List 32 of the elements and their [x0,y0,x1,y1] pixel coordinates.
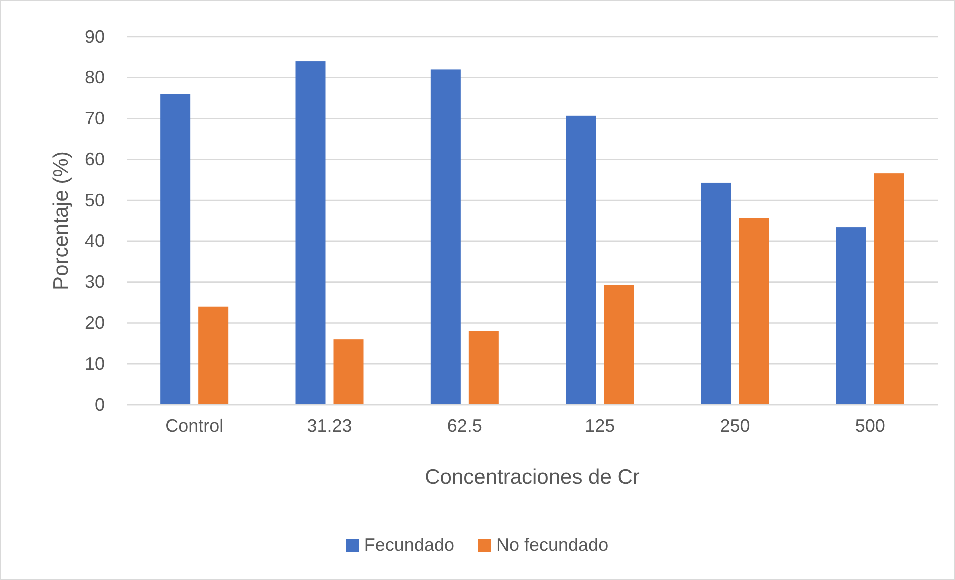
x-tick-label: 125 [585,416,616,436]
x-tick-label: 500 [855,416,886,436]
bar [874,174,904,405]
x-tick-label: 62.5 [447,416,482,436]
y-tick-label: 0 [94,394,105,415]
bar [739,218,770,405]
y-tick-label: 80 [84,68,105,88]
bar [198,306,229,405]
y-tick-label: 70 [84,108,105,129]
x-tick-label: 31.23 [307,416,352,436]
y-tick-label: 60 [84,149,105,170]
bar [160,94,191,405]
bar [836,228,866,405]
x-tick-label: 250 [720,416,750,436]
bar [334,340,364,405]
bar [604,285,634,405]
y-tick-label: 30 [84,272,105,292]
bar [566,116,596,405]
y-tick-label: 50 [84,190,105,210]
y-tick-label: 90 [84,26,105,47]
legend-label: No fecundado [496,535,609,555]
bar [430,70,461,405]
legend-label: Fecundado [364,535,454,555]
y-tick-label: 20 [84,312,105,333]
x-axis-title: Concentraciones de Cr [425,466,640,489]
y-axis-title: Porcentaje (%) [50,152,73,290]
y-tick-label: 40 [84,231,105,252]
bar [296,62,326,405]
bar [701,182,732,405]
x-tick-label: Control [166,416,224,436]
bar [468,331,499,405]
y-tick-label: 10 [84,354,105,374]
